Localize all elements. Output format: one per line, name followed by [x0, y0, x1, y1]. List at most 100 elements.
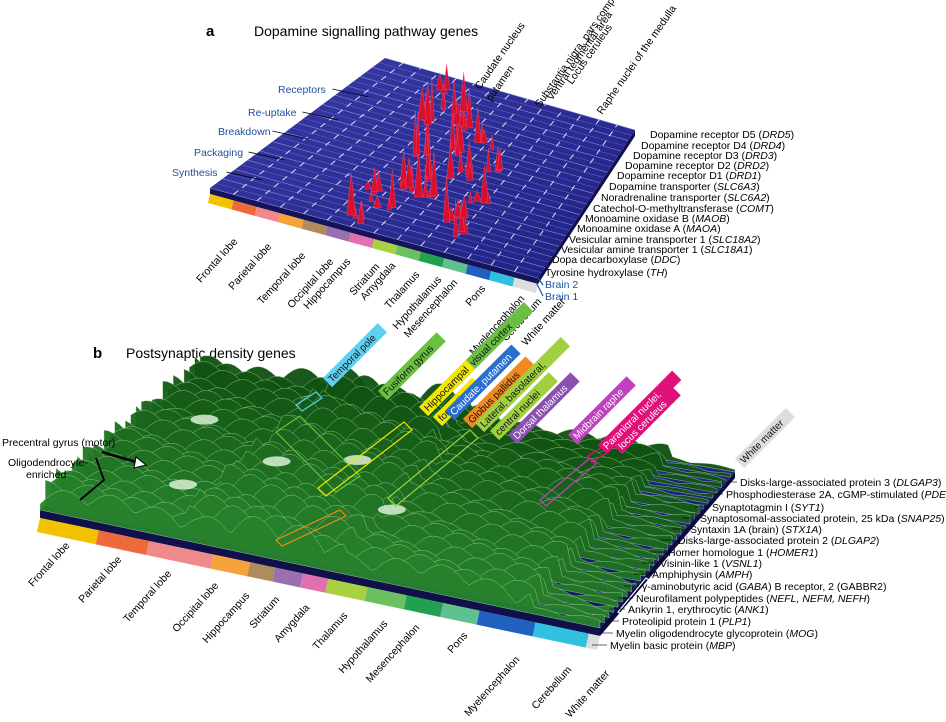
panel-b-highlight-box — [387, 429, 479, 507]
category-leader — [226, 171, 263, 181]
panel-a-peak — [386, 198, 392, 211]
panel-b-base-front — [40, 510, 600, 636]
gene-label-maoa: Monoamine oxidase A (MAOA) — [577, 223, 721, 235]
tag-background — [377, 332, 446, 401]
panel-b-bar-parietal-lobe — [95, 530, 150, 556]
panel-a-region-divider — [256, 67, 422, 202]
panel-b-bar-occipital-lobe — [210, 554, 250, 577]
panel-a-gene-rows — [209, 57, 636, 279]
gene-label-b-amph: Amphiphysin (AMPH) — [652, 569, 752, 581]
region-label-b-cerebellum: Cerebellum — [529, 664, 574, 712]
panel-a-row-line — [366, 71, 625, 147]
oligodendrocyte-label-1: Oligodendrocyte- — [8, 457, 88, 469]
gene-label-th: Tyrosine hydroxylase (TH) — [545, 267, 668, 279]
panel-a-peak — [459, 71, 468, 112]
category-leader — [248, 151, 285, 161]
panel-b-bar-thalamus — [325, 578, 368, 602]
panel-b-bar-white-matter — [585, 633, 600, 650]
panel-a-peak — [474, 107, 482, 143]
region-label-a-pons: Pons — [463, 283, 488, 309]
category-leader — [272, 130, 309, 140]
panel-a-bar-parietal-lobe — [231, 200, 257, 216]
panel-a-row-line — [328, 99, 604, 178]
tag-background — [474, 337, 571, 433]
tag-text: White matter — [738, 418, 786, 466]
gene-label-b-dlgap3: Disks-large-associated protein 3 (DLGAP3… — [740, 477, 941, 489]
gene-label-comt: Catechol-O-methyltransferase (COMT) — [593, 203, 774, 215]
panel-b-highlight-box — [317, 421, 413, 497]
panel-a-peak — [388, 169, 397, 208]
panel-a-peak — [399, 178, 408, 190]
gene-label-b-stx1a: Syntaxin 1A (brain) (STX1A) — [690, 524, 822, 536]
panel-a-peak — [368, 190, 374, 202]
category-synthesis: Synthesis — [172, 167, 218, 179]
tag-background — [418, 359, 476, 417]
gene-label-drd1: Dopamine receptor D1 (DRD1) — [617, 170, 761, 182]
panel-b-bar-striatum — [272, 567, 304, 588]
tag-background — [444, 344, 521, 421]
gene-label-b-plp1: Proteolipid protein 1 (PLP1) — [622, 616, 751, 628]
gene-label-b-homer1: Homer homologue 1 (HOMER1) — [668, 547, 818, 559]
panel-a-peak — [443, 63, 450, 91]
panel-a-peak — [454, 134, 461, 157]
precentral-gyrus-label: Precentral gyrus (motor) — [2, 437, 115, 449]
panel-a-bar-hippocampus — [301, 219, 328, 236]
gene-label-b-syt1: Synaptotagmin I (SYT1) — [712, 502, 824, 514]
panel-a-peak — [449, 105, 456, 150]
panel-a-letter: a — [206, 23, 215, 40]
panel-b-bar-hypothalamus — [364, 587, 407, 610]
brain-2-label: Brain 2 — [545, 279, 578, 291]
panel-b-highlight-box — [275, 415, 361, 493]
panel-a-peak — [451, 78, 457, 114]
panel-a-surface — [210, 58, 635, 278]
category-leader — [332, 88, 369, 98]
panel-b-base-side — [600, 472, 735, 636]
panel-a-peak — [497, 148, 504, 170]
panel-b-highlight-patch — [190, 414, 219, 425]
panel-a-peak — [363, 179, 372, 190]
gene-label-slc6a3: Dopamine transporter (SLC6A3) — [609, 181, 760, 193]
panel-a-region-divider — [397, 98, 529, 240]
gene-label-b-mbp: Myelin basic protein (MBP) — [610, 640, 735, 652]
category-receptors: Receptors — [278, 84, 326, 96]
gene-label-b-nefl-nefm-nefh: Neurofilament polypeptides (NEFL, NEFM, … — [636, 593, 870, 605]
panel-a-bar-hypothalamus — [395, 245, 421, 261]
gene-label-drd3: Dopamine receptor D3 (DRD3) — [633, 150, 777, 162]
gene-label-drd5: Dopamine receptor D5 (DRD5) — [650, 129, 794, 141]
tag-background — [462, 356, 535, 429]
panel-b-bar-mesencephalon — [403, 595, 444, 617]
panel-a-peak — [435, 72, 444, 91]
panel-a-peak — [415, 112, 421, 155]
gene-label-b-vsnl1: Visinin-like 1 (VSNL1) — [660, 558, 762, 570]
panel-a-region-divider — [279, 73, 439, 208]
tag-white-matter: White matter — [734, 408, 796, 469]
panel-a-peak — [417, 88, 427, 121]
panel-a-row-line — [216, 183, 542, 274]
panel-b-highlight-patch — [169, 479, 197, 490]
panel-a-peak — [472, 189, 482, 202]
region-label-b-myelencephalon: Myelencephalon — [462, 654, 522, 719]
panel-a-region-bar — [208, 194, 538, 293]
panel-a-surface-edge — [210, 188, 538, 284]
panel-a-row-line — [334, 94, 608, 173]
panel-a-peak — [453, 199, 463, 218]
panel-a-peak — [485, 192, 492, 205]
tag-background — [322, 323, 387, 388]
panel-a-bar-amygdala — [348, 232, 374, 248]
oligodendrocyte-bracket — [79, 457, 106, 501]
tag-background — [567, 376, 636, 445]
panel-a-bar-white-matter — [512, 277, 538, 293]
panel-a-peak — [429, 79, 435, 122]
panel-a-brain-labels: Brain 2 Brain 1 — [535, 277, 578, 303]
panel-a-peak — [372, 195, 382, 208]
panel-b-region-tags: Temporal pole Fusiform gyrus Primary visua… — [322, 302, 796, 469]
gene-label-b-gaba: γ-aminobutyric acid (GABA) B receptor, 2… — [642, 581, 887, 593]
panel-b-highlight-patch — [377, 504, 406, 515]
panel-b-highlight-box — [539, 457, 597, 507]
panel-a-region-divider — [490, 119, 600, 266]
gene-label-b-ank1: Ankyrin 1, erythrocytic (ANK1) — [628, 604, 769, 616]
region-label-b-temporal-lobe: Temporal lobe — [121, 568, 174, 625]
panel-a: a Dopamine signalling pathway genes Rece… — [172, 0, 794, 358]
panel-a-row-line — [347, 85, 615, 163]
